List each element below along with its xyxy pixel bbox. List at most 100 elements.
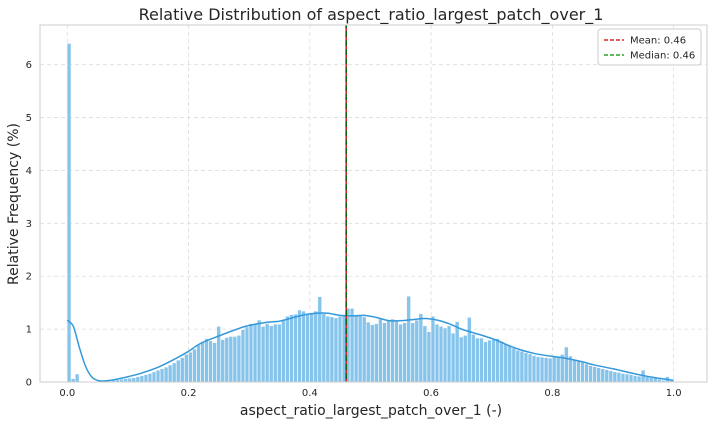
histogram-bar [220,339,225,383]
histogram-bar [426,331,431,383]
histogram-bar [135,376,140,383]
histogram-bar [483,341,488,383]
histogram-bar [131,377,136,383]
chart-title: Relative Distribution of aspect_ratio_la… [139,5,604,25]
histogram-bar [443,327,448,383]
histogram-bar [168,364,173,383]
histogram-bar [402,322,407,383]
histogram-bar [434,324,439,383]
histogram-bar [67,43,72,383]
histogram-bar [390,318,395,383]
histogram-bar [459,336,464,383]
histogram-bar [180,357,185,383]
y-tick-label: 2 [26,272,32,283]
y-tick-label: 0 [26,378,32,389]
histogram-bar [257,319,262,383]
histogram-bar [463,335,468,383]
x-tick-label: 0.6 [423,388,439,399]
histogram-bar [321,313,326,383]
histogram-bar [273,324,278,383]
histogram-bar [608,370,613,383]
histogram-bar [249,323,253,383]
histogram-bar [293,314,298,383]
histogram-bar [245,326,249,383]
histogram-bar [418,313,423,383]
histogram-bar [616,372,621,383]
histogram-bar [624,373,629,383]
histogram-bar [139,375,144,383]
histogram-bar [515,350,520,383]
histogram-bar [414,319,419,383]
y-tick-label: 1 [26,325,32,336]
histogram-bar [265,323,270,383]
histogram-bar [544,357,549,383]
histogram-bar [467,317,472,383]
histogram-bar [188,352,193,383]
histogram-bar [358,315,363,383]
histogram-bar [604,369,609,383]
x-axis-label: aspect_ratio_largest_patch_over_1 (-) [240,403,502,419]
x-tick-label: 1.0 [666,388,682,399]
histogram-bar [406,296,411,383]
histogram-bar [370,324,375,383]
histogram-bar [451,333,456,383]
histogram-bar [164,367,169,383]
y-tick-label: 5 [26,113,32,124]
histogram-bar [317,296,322,383]
histogram-bars [67,43,674,383]
histogram-bar [160,368,165,383]
histogram-bar [471,334,476,383]
histogram-bar [519,351,524,383]
histogram-bar [378,318,383,383]
x-tick-label: 0.4 [302,388,318,399]
histogram-bar [337,316,342,383]
legend-label: Median: 0.46 [630,51,695,62]
y-axis-label: Relative Frequency (%) [6,123,22,285]
histogram-bar [269,325,274,383]
histogram-bar [536,356,541,383]
histogram-bar [374,323,379,383]
x-tick-label: 0.8 [544,388,560,399]
y-tick-label: 3 [26,219,32,230]
histogram-bar [212,342,217,383]
histogram-bar [289,314,294,383]
histogram-bar [329,316,334,383]
plot-frame [39,24,708,383]
histogram-bar [548,358,553,383]
histogram-bar [156,370,161,383]
histogram-bar [333,317,338,383]
histogram-bar [503,343,508,383]
histogram-bar [588,365,593,383]
histogram-bar [495,338,500,383]
histogram-bar [192,349,197,383]
histogram-bar [556,356,561,383]
histogram-bar [645,376,650,383]
histogram-bar [127,378,132,383]
histogram-bar [612,371,617,383]
histogram-bar [152,371,156,383]
histogram-bar [475,337,480,383]
histogram-bar [527,353,532,383]
histogram-bar [325,316,330,383]
histogram-bar [196,344,201,383]
histogram-bar [147,373,152,383]
histogram-bar [184,354,189,383]
histogram-bar [430,316,435,383]
legend-box [597,28,702,66]
histogram-bar [354,314,359,383]
histogram-bar [253,323,258,383]
histogram-bar [281,320,286,383]
histogram-bar [277,324,282,383]
histogram-bar [350,308,355,383]
histogram-bar [580,362,585,383]
histogram-bar [637,376,642,383]
histogram-bar [653,378,658,383]
histogram-bar [499,341,504,383]
histogram-bar [362,316,367,383]
histogram-bar [382,322,387,383]
histogram-bar [200,341,205,383]
histogram-bar [596,367,601,383]
histogram-bar [600,368,605,383]
x-tick-label: 0.0 [59,388,75,399]
